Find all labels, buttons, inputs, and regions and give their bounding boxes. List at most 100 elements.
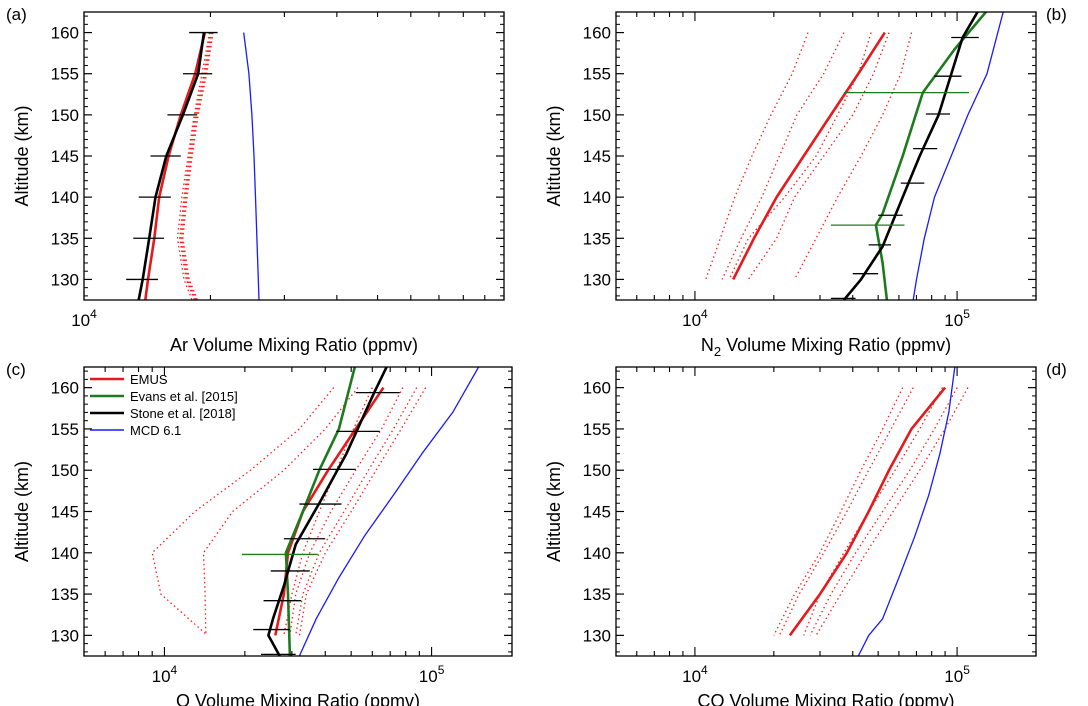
- dotted-profile-3: [283, 387, 373, 636]
- dotted-profile-1: [151, 387, 335, 636]
- x-tick-base: 10: [944, 311, 963, 330]
- series-line-evans-et-al-2015: [874, 12, 988, 300]
- x-tick-exponent: 5: [438, 663, 445, 677]
- dotted-profile-4: [289, 387, 404, 636]
- panel-label: (a): [6, 5, 27, 24]
- x-tick-label: 105: [419, 663, 445, 686]
- x-tick-base: 10: [419, 667, 438, 686]
- plot-area: [151, 367, 480, 656]
- dotted-profile-2: [721, 32, 845, 280]
- series-line-mcd-6-1: [243, 32, 260, 300]
- y-tick-label: 145: [51, 147, 79, 166]
- x-axis-title-rest: Volume Mixing Ratio (ppmv): [721, 335, 951, 355]
- x-tick-exponent: 5: [963, 663, 970, 677]
- panel-a: 130 135 140 145 150 155 160 104 Ar Volume Mixing…: [6, 5, 505, 355]
- y-tick-label: 140: [583, 544, 611, 563]
- y-axis-title: Altitude (km): [12, 461, 32, 562]
- series-line-mcd-6-1: [912, 12, 1004, 300]
- legend-label: Stone et al. [2018]: [130, 406, 236, 421]
- x-tick-label: 105: [944, 663, 970, 686]
- y-tick-label: 140: [51, 544, 79, 563]
- y-tick-label: 150: [583, 106, 611, 125]
- legend-label: EMUS: [130, 372, 168, 387]
- dotted-profile-5: [815, 387, 969, 636]
- y-tick-label: 140: [51, 188, 79, 207]
- series-line-mcd-6-1: [298, 367, 480, 656]
- plot-area: [126, 31, 260, 300]
- x-tick-label: 104: [682, 307, 708, 330]
- y-tick-label: 150: [51, 106, 79, 125]
- y-tick-label: 160: [51, 24, 79, 43]
- y-axis-title: Altitude (km): [544, 461, 564, 562]
- x-tick-base: 10: [152, 667, 171, 686]
- series-line-evans-et-al-2015: [284, 367, 357, 656]
- x-tick-base: 10: [682, 667, 701, 686]
- dotted-profile-1: [705, 32, 809, 280]
- series-line-mcd-6-1: [857, 367, 956, 656]
- legend-label: Evans et al. [2015]: [130, 389, 238, 404]
- y-axis-title: Altitude (km): [544, 105, 564, 206]
- y-tick-label: 145: [583, 503, 611, 522]
- y-tick-label: 130: [583, 270, 611, 289]
- y-tick-label: 155: [51, 65, 79, 84]
- series-line-stone-et-al-2018: [137, 32, 206, 300]
- y-axis-title: Altitude (km): [12, 105, 32, 206]
- y-tick-label: 150: [583, 461, 611, 480]
- x-tick-exponent: 4: [701, 663, 708, 677]
- y-tick-label: 150: [51, 461, 79, 480]
- y-tick-label: 135: [583, 229, 611, 248]
- x-tick-label: 104: [152, 663, 178, 686]
- plot-frame: [615, 366, 1037, 657]
- y-tick-label: 140: [583, 188, 611, 207]
- y-tick-label: 135: [51, 229, 79, 248]
- y-tick-label: 160: [51, 379, 79, 398]
- panel-label: (c): [6, 360, 26, 379]
- x-axis-title: N2 Volume Mixing Ratio (ppmv): [701, 335, 951, 359]
- dotted-profile-2: [202, 387, 359, 636]
- panel-label: (d): [1046, 360, 1067, 379]
- y-tick-label: 135: [51, 585, 79, 604]
- series-line-emus: [732, 31, 886, 280]
- panel-label: (b): [1046, 5, 1067, 24]
- x-tick-base: 10: [71, 311, 90, 330]
- dotted-profile-3: [803, 387, 944, 636]
- y-tick-label: 155: [583, 65, 611, 84]
- series-line-stone-et-al-2018: [842, 12, 980, 300]
- dotted-profile-3: [728, 32, 872, 280]
- y-tick-label: 160: [583, 379, 611, 398]
- x-tick-exponent: 4: [171, 663, 178, 677]
- x-axis-title-main: N: [701, 335, 714, 355]
- plot-area: [705, 12, 1004, 300]
- plot-frame: [615, 11, 1037, 301]
- x-tick-exponent: 4: [90, 307, 97, 321]
- series-line-emus: [144, 32, 207, 300]
- dotted-profile-4: [809, 387, 958, 636]
- legend-label: MCD 6.1: [130, 423, 181, 438]
- dotted-profile-5: [794, 32, 913, 280]
- x-tick-label: 104: [682, 663, 708, 686]
- y-tick-label: 155: [51, 420, 79, 439]
- series-line-emus: [788, 386, 947, 637]
- y-tick-label: 145: [583, 147, 611, 166]
- dotted-profile-2: [778, 387, 914, 636]
- x-tick-base: 10: [944, 667, 963, 686]
- x-tick-exponent: 5: [963, 307, 970, 321]
- x-axis-title: O Volume Mixing Ratio (ppmv): [176, 691, 420, 706]
- dotted-profile-6: [298, 387, 427, 636]
- dotted-profile-4: [747, 32, 890, 280]
- plot-area: [773, 367, 969, 656]
- y-tick-label: 160: [583, 24, 611, 43]
- x-axis-title: Ar Volume Mixing Ratio (ppmv): [170, 335, 418, 355]
- x-axis-title-subscript: 2: [714, 344, 721, 359]
- legend: EMUS Evans et al. [2015] Stone et al. [201…: [90, 372, 238, 438]
- x-axis-title: CO Volume Mixing Ratio (ppmv): [697, 691, 954, 706]
- x-tick-label: 105: [944, 307, 970, 330]
- x-tick-base: 10: [682, 311, 701, 330]
- x-tick-label: 104: [71, 307, 97, 330]
- x-tick-exponent: 4: [701, 307, 708, 321]
- y-tick-label: 155: [583, 420, 611, 439]
- y-tick-label: 130: [51, 626, 79, 645]
